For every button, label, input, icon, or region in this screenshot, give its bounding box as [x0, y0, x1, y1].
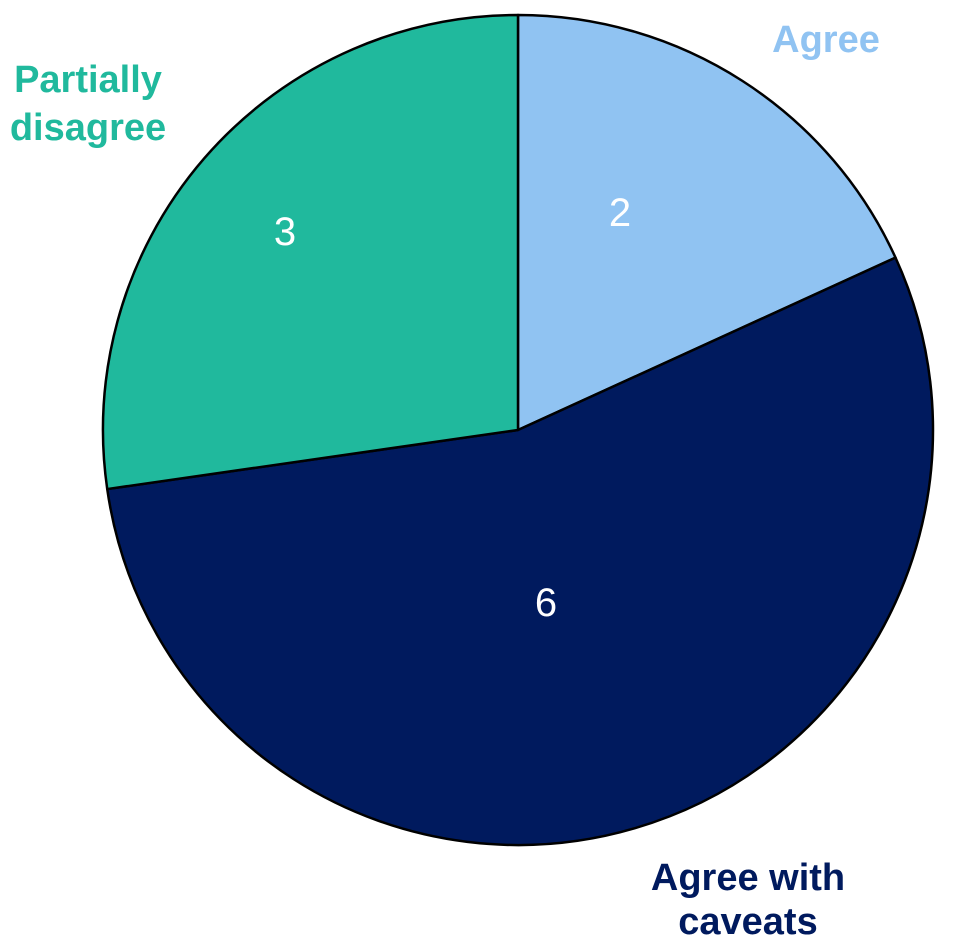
value-label: 2: [609, 191, 631, 235]
value-label: 6: [535, 581, 557, 625]
pie-slice-agree-with-caveats: [105, 256, 935, 847]
category-label: Partially disagree: [10, 59, 166, 149]
category-label: Agree with caveats: [651, 857, 845, 943]
value-label: 3: [274, 210, 296, 254]
category-label: Agree: [772, 19, 880, 61]
pie-slice-agree: [516, 13, 897, 432]
pie-slice-partially-disagree: [101, 13, 520, 491]
